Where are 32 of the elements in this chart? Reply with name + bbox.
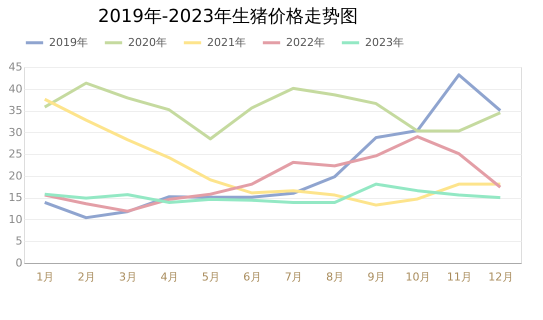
- y-tick-label: 45: [8, 60, 22, 74]
- legend-label: 2021年: [207, 36, 246, 49]
- chart-title: 2019年-2023年生猪价格走势图: [98, 6, 358, 27]
- y-tick-label: 25: [8, 148, 22, 161]
- line-series: [43, 82, 502, 140]
- y-tick-label: 30: [8, 126, 22, 139]
- legend-label: 2022年: [286, 36, 325, 49]
- legend-label: 2023年: [365, 36, 404, 49]
- x-tick-label: 1月: [36, 270, 54, 284]
- x-tick-label: 7月: [284, 270, 303, 284]
- y-tick-label: 10: [8, 212, 22, 226]
- line-series: [43, 98, 502, 207]
- y-tick-label: 15: [8, 191, 22, 204]
- y-tick-label: 20: [8, 169, 22, 182]
- x-tick-label: 5月: [202, 270, 220, 284]
- x-tick-label: 11月: [446, 270, 472, 284]
- line-series: [43, 182, 502, 204]
- legend-label: 2019年: [49, 36, 88, 49]
- x-tick-label: 8月: [326, 270, 344, 284]
- y-tick-label: 35: [8, 104, 22, 118]
- x-tick-label: 3月: [119, 270, 138, 284]
- x-tick-label: 2月: [78, 270, 96, 284]
- y-tick-label: 0: [16, 256, 22, 270]
- x-tick-label: 4月: [160, 270, 178, 284]
- x-tick-label: 10月: [405, 270, 430, 284]
- x-tick-label: 12月: [488, 270, 514, 284]
- legend-label: 2020年: [128, 36, 167, 49]
- y-tick-label: 40: [8, 82, 22, 96]
- x-tick-label: 6月: [243, 270, 262, 284]
- y-tick-label: 5: [16, 234, 22, 248]
- line-series: [43, 135, 502, 213]
- x-tick-label: 9月: [368, 270, 386, 284]
